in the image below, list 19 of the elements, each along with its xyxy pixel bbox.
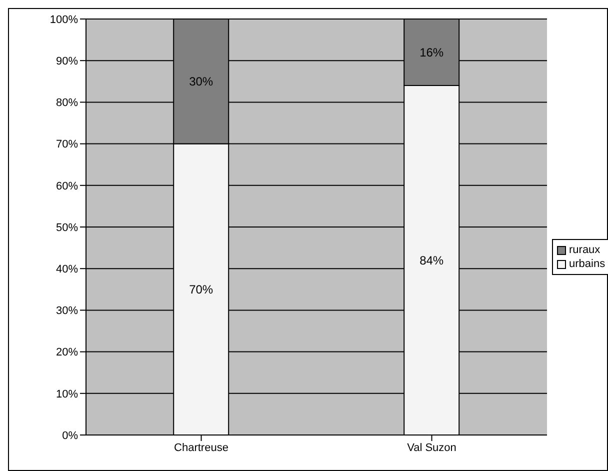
legend-label: ruraux [569,244,600,256]
y-tick-label: 50% [56,222,78,234]
data-label: 30% [189,74,214,89]
legend-label: urbains [569,258,606,270]
data-label: 84% [420,254,444,268]
y-tick-label: 100% [50,14,78,26]
y-tick-label: 10% [56,388,78,400]
y-tick-label: 90% [56,56,78,68]
y-tick-label: 60% [56,180,78,192]
y-tick-label: 30% [56,305,78,318]
y-tick-label: 70% [56,138,78,151]
y-tick-label: 0% [62,430,78,442]
data-label: 16% [420,46,444,60]
x-tick-label: Val Suzon [407,442,456,454]
y-tick-label: 80% [56,97,78,110]
y-tick-label: 20% [56,346,78,359]
data-label: 70% [189,282,214,297]
x-tick-label: Chartreuse [174,442,228,454]
y-tick-label: 40% [56,264,78,276]
